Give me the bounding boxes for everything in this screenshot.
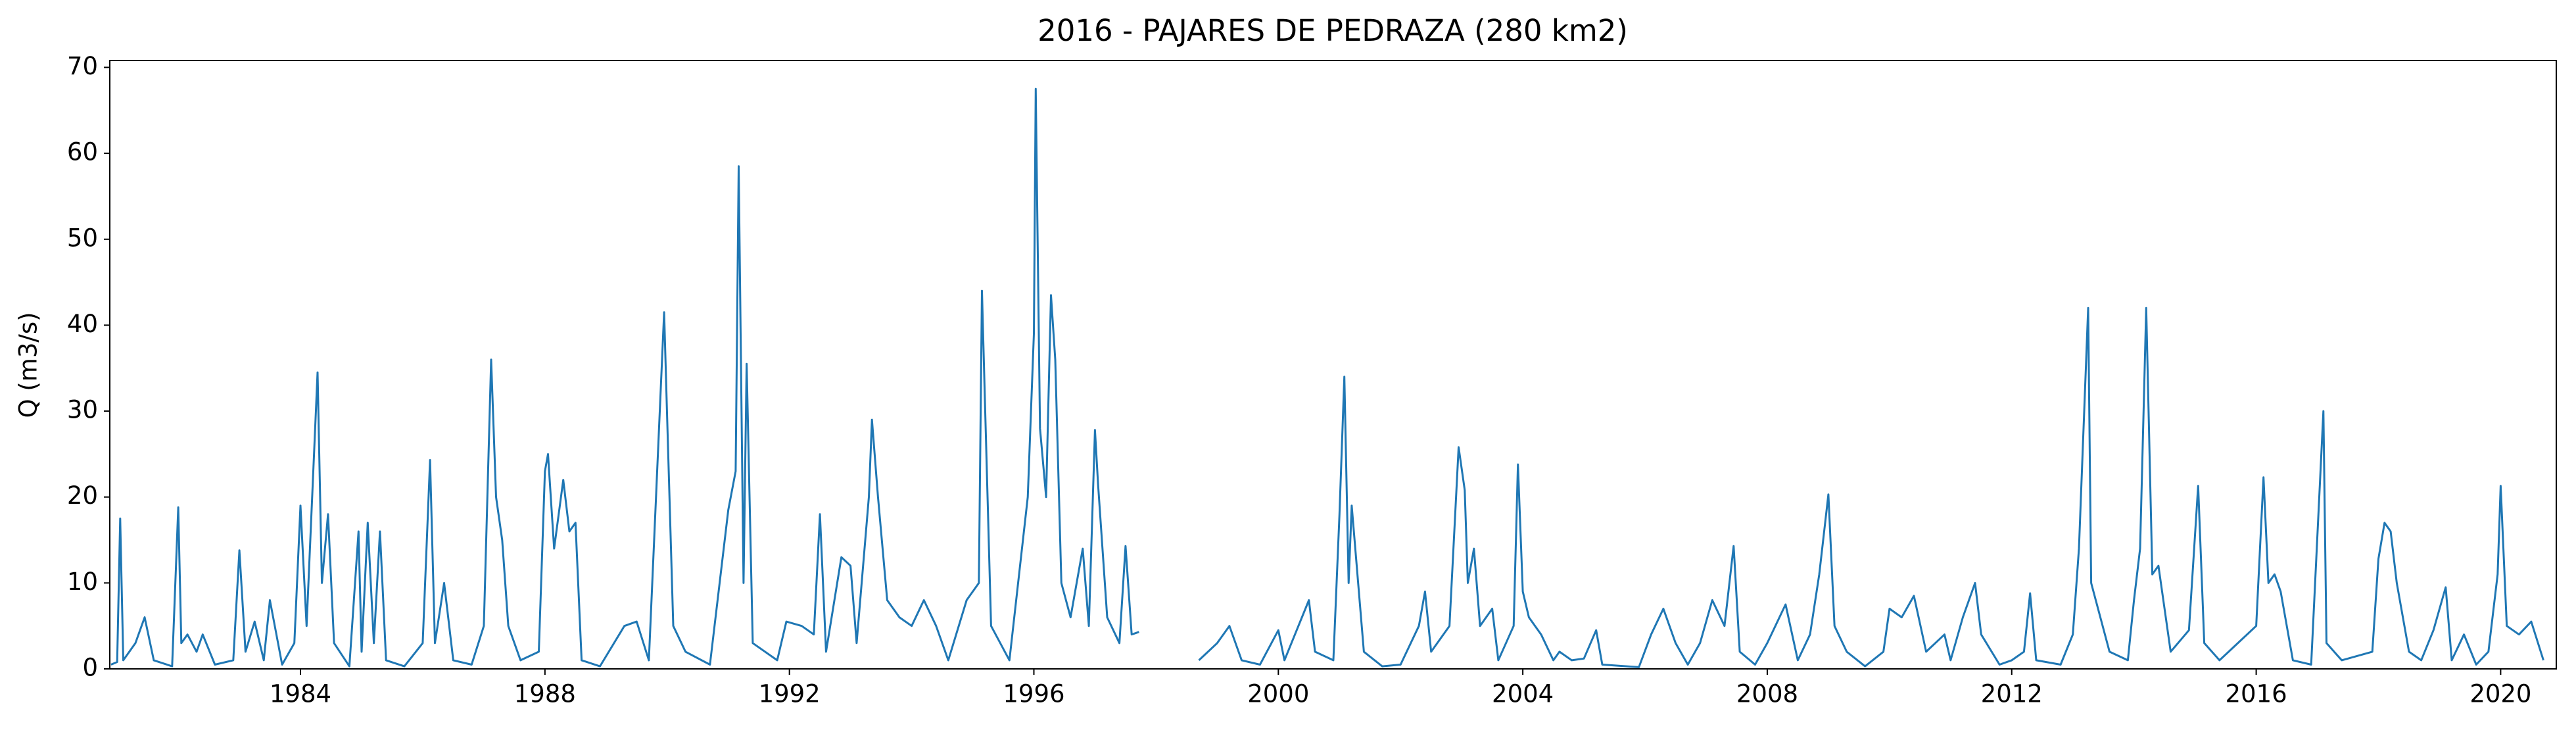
x-tick-label: 2000 — [1247, 680, 1309, 708]
x-tick-label: 2008 — [1736, 680, 1798, 708]
x-tick-label: 1988 — [514, 680, 576, 708]
flow-line — [110, 87, 2544, 668]
y-tick-label: 50 — [67, 224, 98, 252]
y-tick-label: 70 — [67, 52, 98, 80]
plot-frame — [109, 60, 2557, 670]
x-tick-label: 1996 — [1003, 680, 1064, 708]
y-tick-label: 10 — [67, 568, 98, 596]
y-tick-label: 20 — [67, 481, 98, 510]
x-tick-label: 2004 — [1492, 680, 1554, 708]
y-tick-label: 60 — [67, 138, 98, 166]
y-axis-label: Q (m3/s) — [14, 312, 43, 418]
x-tick-label: 1984 — [270, 680, 331, 708]
y-tick-label: 30 — [67, 396, 98, 424]
x-tick-label: 2012 — [1981, 680, 2043, 708]
x-tick-label: 2020 — [2469, 680, 2531, 708]
x-tick-label: 2016 — [2226, 680, 2287, 708]
y-tick-label: 40 — [67, 310, 98, 338]
y-tick-label: 0 — [82, 654, 98, 682]
chart-title: 2016 - PAJARES DE PEDRAZA (280 km2) — [1038, 13, 1628, 48]
x-tick-label: 1992 — [759, 680, 821, 708]
